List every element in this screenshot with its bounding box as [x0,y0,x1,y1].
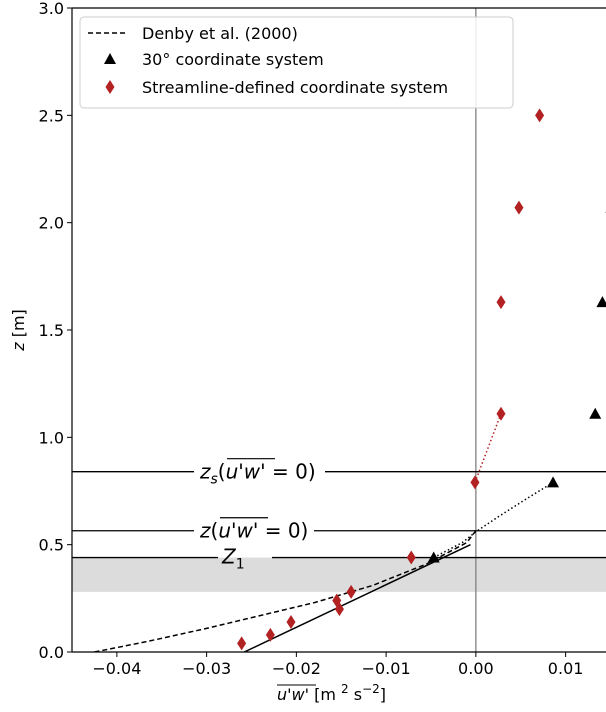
y-tick-label: 1.5 [39,321,64,340]
x-tick-label: 0.00 [458,659,494,678]
y-tick-label: 2.5 [39,106,64,125]
y-tick-label: 0.5 [39,536,64,555]
label-z1: Z1 [221,545,245,573]
line-dotted-2 [433,481,554,559]
x-tick-label: −0.04 [92,659,141,678]
shaded-band [72,557,606,592]
diamond-point-2 [286,614,296,629]
legend-label: Streamline-defined coordinate system [142,78,448,97]
diamond-point-10 [514,200,524,215]
line-solid-1 [243,543,471,652]
diamond-point-6 [406,550,416,565]
triangle-point-3 [596,296,606,308]
legend-diamond-swatch [105,80,115,94]
plot-area: zs(u'w' = 0) z(u'w' = 0)Z1 −0.04 −0.03 −0.02… [9,0,606,704]
triangle-point-2 [589,407,602,419]
x-tick-label: −0.02 [272,659,321,678]
y-tick-label: 1.0 [39,428,64,447]
y-axis-label: z [m] [9,309,28,352]
legend: Denby et al. (2000) 30° coordinate system… [79,16,514,109]
plot-clip-group [72,8,606,652]
line-dotted-3 [474,413,502,483]
legend-box [79,16,514,109]
line-denby [94,530,477,652]
diamond-point-5 [346,584,356,599]
y-tick-label: 2.0 [39,214,64,233]
legend-label: Denby et al. (2000) [142,24,298,43]
triangle-point-0 [427,551,440,563]
triangle-point-1 [547,476,560,488]
legend-triangle-swatch [104,53,116,64]
diamond-point-11 [535,108,545,123]
x-tick-label: −0.01 [362,659,411,678]
y-tick-label: 3.0 [39,0,64,18]
diamond-point-1 [265,627,275,642]
x-tick-label: 0.01 [548,659,584,678]
label-z-zero: z(u'w' = 0) [199,519,308,543]
x-tick-label: −0.03 [182,659,231,678]
diamond-point-9 [496,295,506,310]
diamond-point-0 [237,636,247,651]
y-tick-label: 0.0 [39,643,64,662]
legend-label: 30° coordinate system [142,50,324,69]
diamond-point-7 [470,475,480,490]
x-axis-label: u'w' [m 2 s−2] [277,682,386,704]
diamond-point-8 [496,406,506,421]
diamond-point-4 [332,593,342,608]
label-zs-zero: zs(u'w' = 0) [199,460,316,488]
